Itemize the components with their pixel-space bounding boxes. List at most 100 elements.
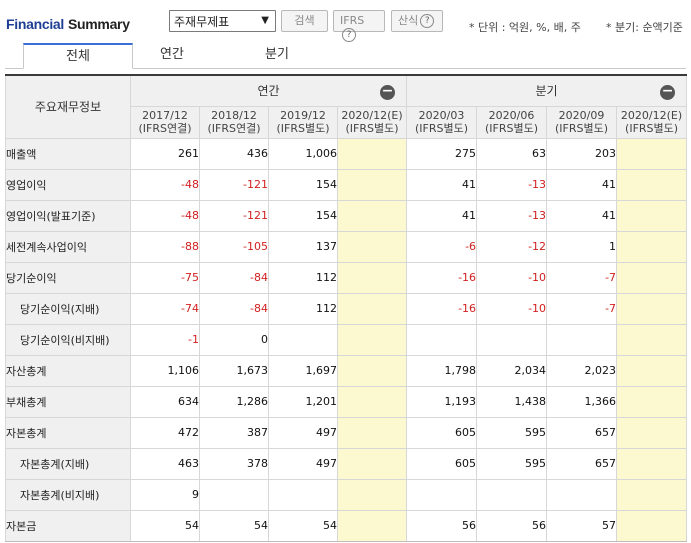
row-label: 매출액 [5, 137, 131, 170]
value-cell: 56 [476, 509, 548, 542]
table-row: 영업이익(발표기준) -48 -121 154 41 -13 41 [5, 199, 688, 232]
period-label: 2020/12(E) [620, 109, 683, 122]
value-cell [268, 323, 338, 356]
period-standard: (IFRS별도) [485, 122, 539, 135]
value-cell [616, 199, 688, 232]
corner-header: 주요재무정보 [5, 74, 131, 139]
value-cell [616, 261, 688, 294]
value-cell: -12 [476, 230, 548, 263]
value-cell [546, 478, 618, 511]
value-cell: -10 [476, 292, 548, 325]
value-cell [336, 230, 408, 263]
value-cell: 1,366 [546, 385, 618, 418]
value-cell: 203 [546, 137, 618, 170]
table-row: 세전계속사업이익 -88 -105 137 -6 -12 1 [5, 230, 688, 263]
value-cell: 1,193 [406, 385, 478, 418]
tab-quarter[interactable]: 분기 [265, 47, 289, 62]
statement-select[interactable]: 주재무제표 ▼ [169, 10, 276, 32]
period-label: 2020/12(E) [341, 109, 403, 122]
value-cell: -16 [406, 292, 478, 325]
quarter-note: * 분기: 순액기준 [606, 21, 683, 34]
table-row: 당기순이익(지배) -74 -84 112 -16 -10 -7 [5, 292, 688, 325]
value-cell: 275 [406, 137, 478, 170]
search-button[interactable]: 검색 [281, 10, 328, 32]
value-cell: 54 [268, 509, 338, 542]
table-row: 매출액 261 436 1,006 275 63 203 [5, 137, 688, 170]
value-cell [336, 199, 408, 232]
period-header: 2020/06 (IFRS별도) [476, 105, 548, 139]
table-row: 당기순이익 -75 -84 112 -16 -10 -7 [5, 261, 688, 294]
value-cell: -16 [406, 261, 478, 294]
value-cell: 41 [546, 168, 618, 201]
value-cell: 1 [546, 230, 618, 263]
value-cell: 9 [130, 478, 200, 511]
value-cell [616, 230, 688, 263]
value-cell: 154 [268, 199, 338, 232]
value-cell [616, 385, 688, 418]
value-cell: -75 [130, 261, 200, 294]
tab-annual[interactable]: 연간 [160, 47, 184, 62]
value-cell: 436 [199, 137, 269, 170]
period-header: 2020/09 (IFRS별도) [546, 105, 618, 139]
value-cell: 54 [130, 509, 200, 542]
row-label: 자본금 [5, 509, 131, 542]
value-cell: -105 [199, 230, 269, 263]
value-cell: 112 [268, 292, 338, 325]
period-standard: (IFRS별도) [276, 122, 330, 135]
period-label: 2018/12 [211, 109, 257, 122]
row-label: 당기순이익(비지배) [5, 323, 131, 356]
table-row: 부채총계 634 1,286 1,201 1,193 1,438 1,366 [5, 385, 688, 418]
period-header: 2017/12 (IFRS연결) [130, 105, 200, 139]
value-cell [616, 292, 688, 325]
help-icon: ? [420, 14, 435, 28]
value-cell [336, 509, 408, 542]
value-cell [336, 137, 408, 170]
value-cell [616, 416, 688, 449]
row-label: 자본총계(비지배) [5, 478, 131, 511]
ifrs-button[interactable]: IFRS? [333, 10, 385, 42]
period-header: 2020/12(E) (IFRS별도) [336, 105, 408, 139]
ifrs-label: IFRS [340, 14, 365, 27]
tab-all[interactable]: 전체 [23, 43, 133, 69]
collapse-quarter-icon[interactable]: − [660, 83, 676, 100]
row-label: 영업이익 [5, 168, 131, 201]
value-cell: -74 [130, 292, 200, 325]
table-row: 자본총계(비지배) 9 [5, 478, 688, 511]
page-title: Financial Summary [6, 16, 130, 32]
value-cell: 605 [406, 447, 478, 480]
formula-button[interactable]: 산식? [391, 10, 443, 32]
value-cell: -84 [199, 261, 269, 294]
value-cell [476, 478, 548, 511]
value-cell: 1,673 [199, 354, 269, 387]
value-cell: 1,697 [268, 354, 338, 387]
value-cell: 497 [268, 416, 338, 449]
value-cell: 595 [476, 416, 548, 449]
period-header: 2020/03 (IFRS별도) [406, 105, 478, 139]
statement-select-value: 주재무제표 [174, 15, 230, 29]
value-cell [616, 478, 688, 511]
value-cell [616, 447, 688, 480]
value-cell: 463 [130, 447, 200, 480]
value-cell: -13 [476, 199, 548, 232]
period-tabs: 전체 연간 분기 [5, 43, 686, 69]
row-label: 당기순이익(지배) [5, 292, 131, 325]
annual-group-header: 연간 − [129, 74, 408, 107]
value-cell: 41 [406, 168, 478, 201]
value-cell [616, 323, 688, 356]
value-cell: -121 [199, 199, 269, 232]
value-cell: 2,034 [476, 354, 548, 387]
value-cell: 1,106 [130, 354, 200, 387]
value-cell: 57 [546, 509, 618, 542]
value-cell: 1,006 [268, 137, 338, 170]
table-row: 자본금 54 54 54 56 56 57 [5, 509, 688, 542]
value-cell [336, 385, 408, 418]
collapse-annual-icon[interactable]: − [380, 83, 396, 100]
value-cell: 1,286 [199, 385, 269, 418]
period-standard: (IFRS별도) [625, 122, 679, 135]
row-label: 부채총계 [5, 385, 131, 418]
value-cell: 137 [268, 230, 338, 263]
value-cell: -48 [130, 168, 200, 201]
value-cell [546, 323, 618, 356]
value-cell: 41 [546, 199, 618, 232]
value-cell: 261 [130, 137, 200, 170]
